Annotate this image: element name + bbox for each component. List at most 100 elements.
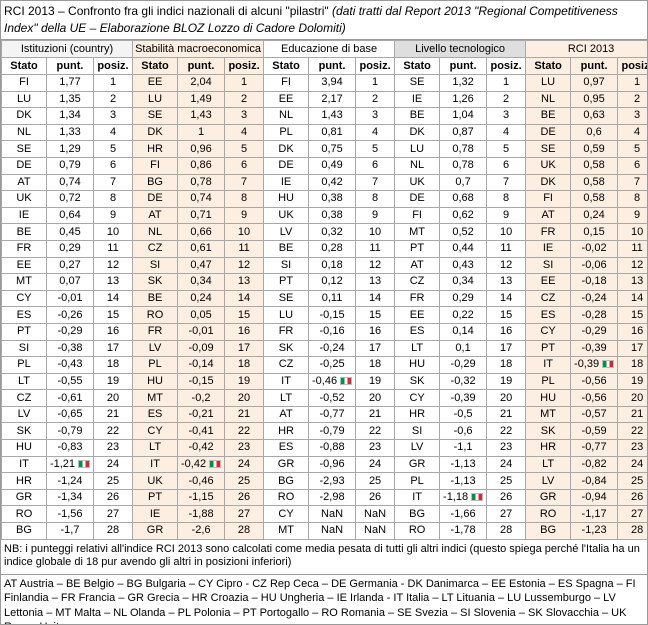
cell-text: 14: [499, 292, 513, 305]
score-cell: -0,39: [570, 356, 619, 374]
cell-text: 0,95: [583, 92, 605, 105]
cell-text: 0,75: [321, 142, 343, 155]
country-cell: PL: [525, 372, 572, 391]
cell-text: CZ: [278, 358, 294, 371]
column-header: punt.: [177, 57, 226, 75]
cell-text: 4: [109, 126, 117, 139]
flag-icon: [340, 376, 353, 385]
rank-cell: NaN: [355, 522, 396, 540]
score-cell: 0,24: [177, 289, 226, 308]
cell-text: -0,24: [581, 292, 607, 305]
rank-cell: 27: [224, 505, 265, 524]
rank-cell: 20: [355, 389, 396, 407]
cell-text: 27: [106, 507, 120, 520]
score-cell: -0,32: [439, 372, 488, 391]
cell-text: 0,59: [583, 142, 605, 155]
score-cell: 1,35: [46, 90, 94, 109]
cell-text: 0,6: [586, 126, 602, 139]
ranking-table: Istituzioni (country) Stabilità macroecon…: [1, 40, 647, 540]
cell-text: GR: [277, 457, 295, 470]
cell-text: -0,79: [319, 424, 345, 437]
cell-text: 9: [503, 209, 510, 222]
rank-cell: 2: [617, 90, 647, 109]
cell-text: IE: [18, 209, 30, 222]
cell-text: ES: [409, 325, 425, 338]
rank-cell: 24: [92, 455, 134, 474]
cell-text: FR: [278, 325, 294, 338]
cell-text: 0,96: [190, 142, 212, 155]
rank-cell: 19: [355, 372, 396, 391]
rank-cell: 9: [92, 206, 134, 225]
country-cell: IT: [132, 455, 179, 474]
cell-text: IT: [281, 374, 291, 387]
cell-text: 15: [368, 308, 382, 321]
cell-text: 14: [630, 292, 644, 305]
table-row: BG -1,7 28 GR -2,6 28 MT NaN NaN RO -1,78 28 BG -1,23…: [1, 522, 647, 540]
score-cell: -0,39: [570, 339, 619, 358]
country-cell: FI: [132, 156, 179, 175]
cell-text: SK: [409, 374, 425, 387]
score-cell: 1,29: [46, 140, 94, 158]
cell-text: FI: [543, 192, 553, 205]
table-row: ES -0,26 15 RO 0,05 15 LU -0,15 15 EE 0,22 15 ES -0,2…: [1, 306, 647, 324]
cell-text: 1,43: [321, 109, 343, 122]
cell-text: -0,46: [188, 474, 214, 487]
cell-text: 12: [237, 258, 251, 271]
cell-text: 12: [368, 258, 382, 271]
cell-text: MT: [540, 408, 557, 421]
cell-text: DE: [540, 126, 556, 139]
cell-text: -0,01: [188, 325, 214, 338]
cell-text: 10: [368, 225, 382, 238]
cell-text: 0,15: [583, 225, 605, 238]
cell-text: 0,44: [452, 242, 474, 255]
cell-text: UK: [147, 474, 163, 487]
cell-text: 14: [368, 292, 382, 305]
score-cell: 0,74: [177, 190, 226, 208]
table-row: CY -0,01 14 BE 0,24 14 SE 0,11 14 FR 0,29 14 CZ -0,24…: [1, 289, 647, 308]
cell-text: 10: [630, 225, 644, 238]
rank-cell: 5: [92, 140, 134, 158]
country-cell: SI: [525, 256, 572, 275]
country-cell: DK: [1, 107, 47, 125]
column-header: posiz.: [224, 57, 265, 75]
cell-text: FI: [150, 159, 160, 172]
cell-text: 10: [499, 225, 513, 238]
score-cell: 1,33: [46, 123, 94, 142]
cell-text: 0,68: [452, 192, 474, 205]
cell-text: 13: [499, 275, 513, 288]
cell-text: -1,34: [57, 491, 83, 504]
score-cell: 0,24: [570, 206, 619, 225]
country-cell: SE: [1, 140, 47, 158]
country-cell: GR: [525, 488, 572, 507]
rank-cell: 25: [617, 472, 647, 490]
country-cell: SI: [1, 339, 47, 358]
rank-cell: 27: [486, 505, 527, 524]
score-cell: 0,07: [46, 273, 94, 291]
cell-text: 2,17: [321, 92, 343, 105]
score-cell: 0,29: [46, 239, 94, 258]
score-cell: -0,39: [439, 389, 488, 407]
cell-text: 20: [630, 391, 644, 404]
cell-text: IT: [543, 358, 553, 371]
rank-cell: 25: [92, 472, 134, 490]
score-cell: -0,5: [439, 405, 488, 424]
rank-cell: 6: [92, 156, 134, 175]
cell-text: CZ: [540, 292, 556, 305]
cell-text: -0,15: [319, 308, 345, 321]
cell-text: 8: [503, 192, 510, 205]
cell-text: 0,29: [59, 242, 81, 255]
score-cell: -0,24: [308, 339, 357, 358]
country-legend: AT Austria – BE Belgio – BG Bulgaria – C…: [4, 577, 636, 624]
rank-cell: 8: [486, 190, 527, 208]
cell-text: 2,04: [190, 76, 212, 89]
rank-cell: 28: [224, 522, 265, 540]
rank-cell: 20: [617, 389, 647, 407]
cell-text: 28: [499, 524, 513, 537]
cell-text: AT: [541, 209, 555, 222]
rank-cell: 12: [486, 256, 527, 275]
country-cell: HU: [525, 389, 572, 407]
score-cell: 0,86: [177, 156, 226, 175]
score-cell: -1,13: [439, 472, 488, 490]
cell-text: 18: [106, 358, 120, 371]
